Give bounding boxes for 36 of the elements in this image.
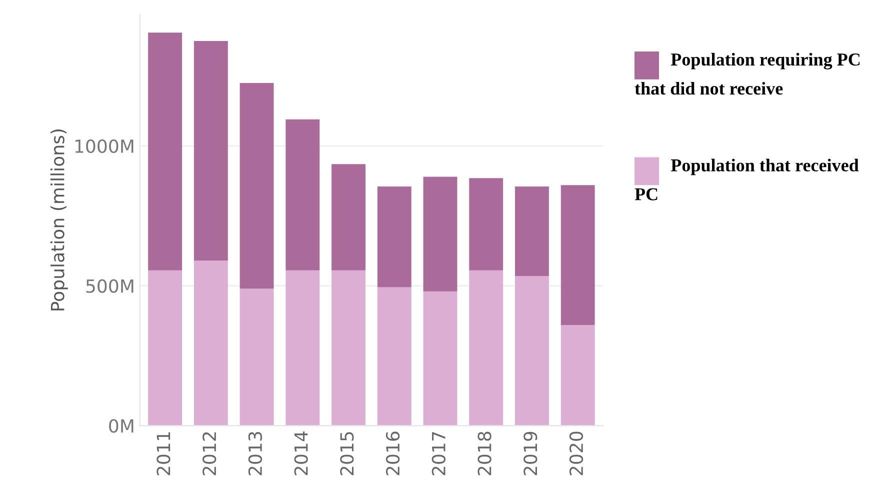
bar <box>148 32 182 270</box>
bar <box>240 82 274 289</box>
bar <box>332 164 366 270</box>
bar <box>469 178 504 270</box>
x-tick-label: 2014 <box>294 432 308 476</box>
y-tick-label: 500M <box>86 279 134 293</box>
x-tick-label: 2011 <box>156 432 170 476</box>
bar <box>377 287 412 426</box>
x-tick-label: 2017 <box>432 432 446 476</box>
bar <box>148 270 182 426</box>
bar <box>560 324 595 426</box>
bar <box>240 288 274 426</box>
y-axis-title: Population (millions) <box>50 129 68 310</box>
bar <box>377 186 412 288</box>
legend-label: Population that received PC <box>634 158 859 200</box>
y-tick-label: 1000M <box>75 139 134 154</box>
bar <box>515 276 549 426</box>
x-tick-label: 2013 <box>248 432 262 476</box>
bar <box>332 270 366 426</box>
x-tick-label: 2020 <box>569 432 584 476</box>
x-tick-label: 2015 <box>340 432 354 476</box>
x-tick-label: 2018 <box>478 432 492 476</box>
legend-label: Population requiring PC that did not receive <box>634 52 860 95</box>
x-tick-label: 2012 <box>202 432 216 476</box>
bar <box>286 270 320 426</box>
bar <box>194 41 228 261</box>
bar <box>286 119 320 270</box>
bar <box>423 291 458 426</box>
bar <box>469 270 504 426</box>
x-tick-label: 2019 <box>524 432 538 476</box>
bar <box>423 176 458 292</box>
y-tick-label: 0M <box>109 419 134 433</box>
bar <box>194 260 228 426</box>
x-tick-label: 2016 <box>386 432 400 476</box>
bar <box>515 186 549 276</box>
bar <box>560 185 595 325</box>
